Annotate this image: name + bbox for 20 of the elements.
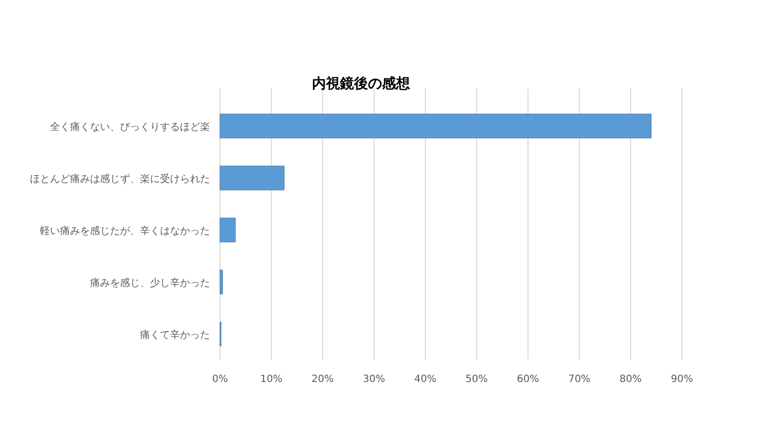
- y-tick-label: 全く痛くない、びっくりするほど楽: [50, 121, 210, 133]
- x-tick-label: 50%: [466, 374, 488, 385]
- y-tick-label: 痛くて辛かった: [140, 329, 210, 341]
- x-tick-label: 40%: [414, 374, 436, 385]
- x-tick-label: 30%: [362, 374, 386, 385]
- bar: [220, 166, 284, 190]
- y-tick-label: 軽い痛みを感じたが、辛くはなかった: [40, 225, 210, 237]
- x-tick-label: 60%: [516, 374, 540, 385]
- y-tick-label: 痛みを感じ、少し辛かった: [90, 277, 210, 289]
- chart-title: 内視鏡後の感想: [312, 75, 411, 92]
- x-tick-label: 90%: [670, 374, 694, 385]
- bar: [220, 218, 236, 242]
- x-tick-label: 80%: [620, 374, 642, 385]
- x-tick-label: 20%: [312, 374, 334, 385]
- x-tick-label: 70%: [568, 374, 590, 385]
- bar: [220, 114, 652, 138]
- x-tick-label: 0%: [212, 374, 228, 385]
- y-tick-label: ほとんど痛みは感じず、楽に受けられた: [30, 173, 210, 185]
- bar: [220, 270, 223, 294]
- x-tick-label: 10%: [260, 374, 282, 385]
